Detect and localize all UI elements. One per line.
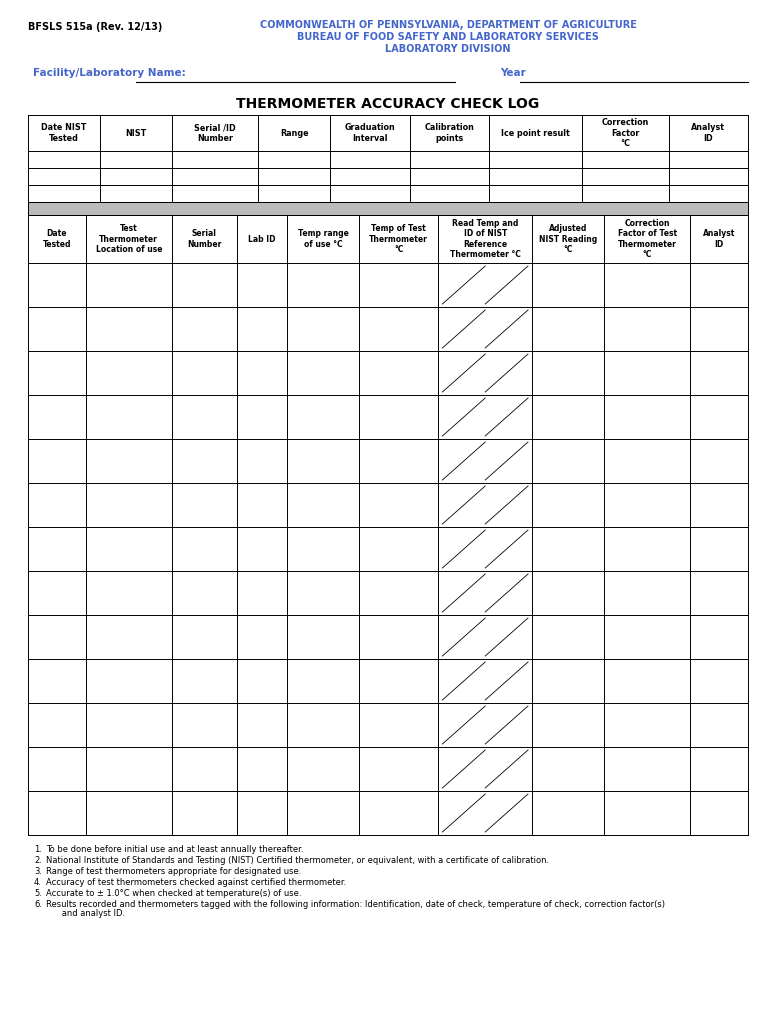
Text: 1.: 1.: [34, 845, 42, 854]
Text: 6.: 6.: [34, 900, 42, 909]
Text: NIST: NIST: [126, 128, 146, 137]
Text: Analyst
ID: Analyst ID: [703, 229, 735, 249]
Text: LABORATORY DIVISION: LABORATORY DIVISION: [385, 44, 511, 54]
Text: Date
Tested: Date Tested: [42, 229, 71, 249]
Text: BUREAU OF FOOD SAFETY AND LABORATORY SERVICES: BUREAU OF FOOD SAFETY AND LABORATORY SER…: [297, 32, 599, 42]
Text: National Institute of Standards and Testing (NIST) Certified thermometer, or equ: National Institute of Standards and Test…: [46, 856, 549, 865]
Text: 3.: 3.: [34, 867, 42, 876]
Text: Correction
Factor of Test
Thermometer
°C: Correction Factor of Test Thermometer °C: [618, 219, 677, 259]
Text: Range of test thermometers appropriate for designated use.: Range of test thermometers appropriate f…: [46, 867, 301, 876]
Text: Range: Range: [280, 128, 309, 137]
Text: THERMOMETER ACCURACY CHECK LOG: THERMOMETER ACCURACY CHECK LOG: [236, 97, 540, 111]
Text: 5.: 5.: [34, 889, 42, 898]
Text: Read Temp and
ID of NIST
Reference
Thermometer °C: Read Temp and ID of NIST Reference Therm…: [450, 219, 521, 259]
Text: 2.: 2.: [34, 856, 42, 865]
Text: Temp of Test
Thermometer
°C: Temp of Test Thermometer °C: [370, 224, 428, 254]
Text: Lab ID: Lab ID: [248, 234, 276, 244]
Text: Ice point result: Ice point result: [501, 128, 570, 137]
Text: To be done before initial use and at least annually thereafter.: To be done before initial use and at lea…: [46, 845, 303, 854]
Text: Analyst
ID: Analyst ID: [691, 123, 725, 142]
Text: Year: Year: [500, 68, 526, 78]
Text: Results recorded and thermometers tagged with the following information: Identif: Results recorded and thermometers tagged…: [46, 900, 665, 909]
Text: BFSLS 515a (Rev. 12/13): BFSLS 515a (Rev. 12/13): [28, 22, 162, 32]
Text: Date NIST
Tested: Date NIST Tested: [42, 123, 87, 142]
Text: COMMONWEALTH OF PENNSYLVANIA, DEPARTMENT OF AGRICULTURE: COMMONWEALTH OF PENNSYLVANIA, DEPARTMENT…: [259, 20, 637, 30]
Text: 4.: 4.: [34, 878, 42, 887]
Text: Serial /ID
Number: Serial /ID Number: [194, 123, 236, 142]
Text: Correction
Factor
°C: Correction Factor °C: [602, 118, 649, 147]
Text: Adjusted
NIST Reading
°C: Adjusted NIST Reading °C: [539, 224, 597, 254]
Text: Calibration
points: Calibration points: [424, 123, 474, 142]
Text: Test
Thermometer
Location of use: Test Thermometer Location of use: [95, 224, 162, 254]
Bar: [28, 202, 748, 215]
Text: and analyst ID.: and analyst ID.: [46, 909, 125, 918]
Text: Accurate to ± 1.0°C when checked at temperature(s) of use.: Accurate to ± 1.0°C when checked at temp…: [46, 889, 302, 898]
Text: Serial
Number: Serial Number: [187, 229, 222, 249]
Text: Temp range
of use °C: Temp range of use °C: [298, 229, 349, 249]
Text: Graduation
Interval: Graduation Interval: [345, 123, 395, 142]
Text: Accuracy of test thermometers checked against certified thermometer.: Accuracy of test thermometers checked ag…: [46, 878, 346, 887]
Text: Facility/Laboratory Name:: Facility/Laboratory Name:: [33, 68, 186, 78]
